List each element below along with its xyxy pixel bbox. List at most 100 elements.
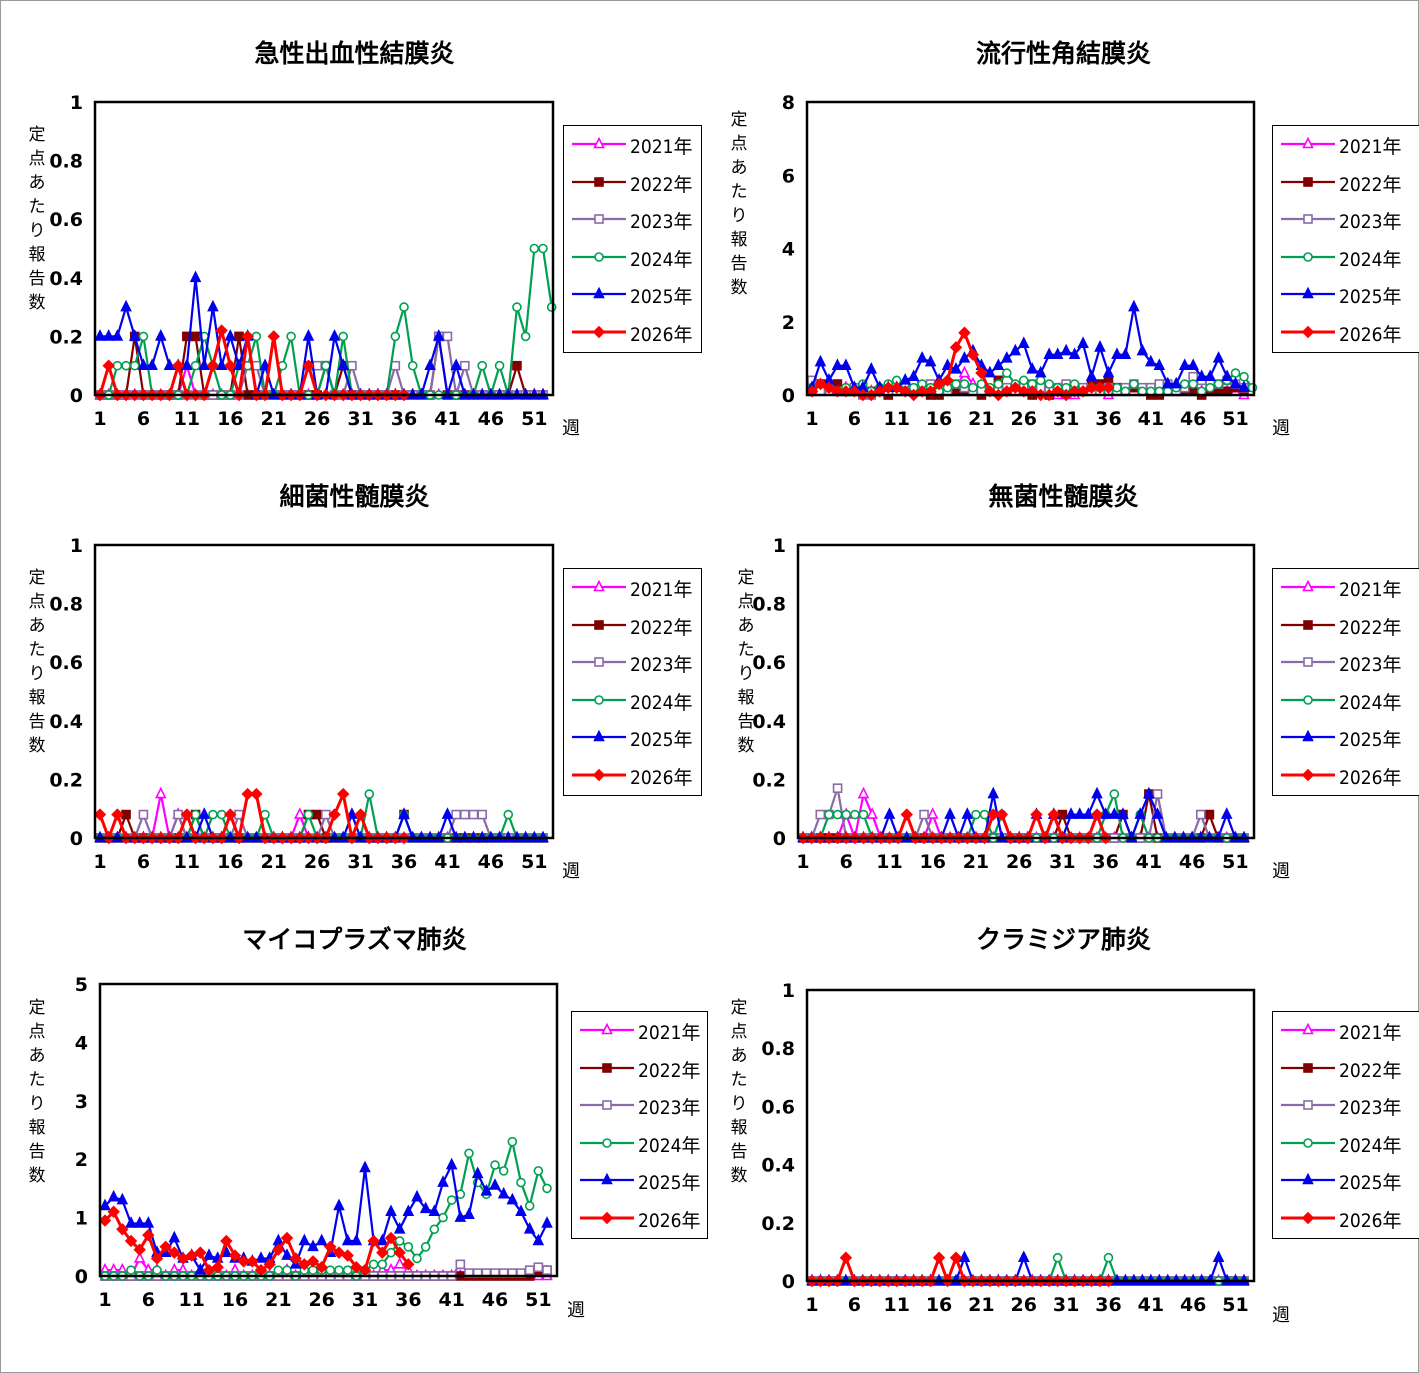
data-point — [224, 329, 237, 341]
y-axis-label: 定点あたり報告数 — [729, 108, 749, 300]
legend: 2021年 2022年 2023年 2024年 2025年 2026年 — [1272, 1011, 1419, 1239]
y-axis-label: 定点あたり報告数 — [27, 123, 47, 315]
legend-label: 2025年 — [630, 286, 693, 309]
x-tick-label: 36 — [395, 1289, 421, 1311]
data-point — [99, 1198, 111, 1211]
data-point — [438, 1212, 448, 1223]
legend-marker — [602, 1062, 612, 1073]
data-point — [107, 1205, 120, 1218]
legend-marker — [600, 1211, 614, 1225]
legend-item: 2025年 — [1273, 1162, 1419, 1200]
plot-area — [93, 543, 555, 840]
x-tick-label: 1 — [805, 408, 818, 430]
x-tick-label: 11 — [883, 1294, 909, 1316]
legend-label: 2022年 — [638, 1059, 701, 1082]
y-axis-label-char: た — [730, 1070, 748, 1090]
x-tick-label: 51 — [521, 408, 547, 430]
data-point — [958, 365, 971, 378]
legend-swatch — [580, 1211, 634, 1225]
data-point — [398, 807, 410, 819]
x-tick-label: 26 — [304, 851, 330, 873]
y-tick-label: 1 — [75, 1208, 88, 1230]
data-point — [1035, 375, 1046, 386]
legend-item: 2026年 — [564, 757, 701, 795]
data-point — [324, 1240, 337, 1254]
data-point — [924, 354, 937, 367]
data-point — [1161, 376, 1174, 389]
data-point — [987, 808, 1000, 821]
data-point — [477, 809, 487, 820]
legend-item: 2024年 — [1273, 239, 1419, 277]
legend-item: 2021年 — [1273, 126, 1419, 164]
data-point — [393, 1221, 406, 1234]
data-point — [1030, 808, 1043, 821]
legend-marker — [594, 694, 604, 705]
data-point — [341, 1233, 354, 1246]
x-tick-label: 11 — [883, 408, 909, 430]
data-point — [1060, 343, 1072, 356]
x-tick-label: 1 — [98, 1289, 111, 1311]
data-point — [916, 351, 928, 363]
data-point — [411, 1189, 423, 1202]
data-point — [337, 787, 350, 801]
x-tick-label: 1 — [93, 851, 106, 873]
data-point — [1213, 379, 1224, 389]
data-point — [523, 1221, 536, 1234]
legend: 2021年 2022年 2023年 2024年 2025年 2026年 — [563, 568, 702, 796]
data-point — [1204, 369, 1216, 381]
legend-label: 2024年 — [1339, 1134, 1402, 1157]
legend-item: 2024年 — [572, 1125, 707, 1163]
x-tick-label: 31 — [347, 408, 373, 430]
chart-panel-4: 無菌性髄膜炎定点あたり報告数 0 0.2 0.4 0.6 0.8 1 1 6 11 16 21 26 31… — [709, 443, 1419, 888]
data-point — [137, 358, 150, 371]
data-point — [403, 1241, 414, 1252]
legend-marker — [1302, 1022, 1314, 1035]
legend-swatch — [1281, 1022, 1335, 1035]
legend-item: 2021年 — [564, 126, 701, 164]
data-point — [376, 1246, 389, 1259]
data-point — [1239, 371, 1249, 382]
legend-swatch — [1281, 325, 1335, 339]
x-axis-unit: 週 — [562, 418, 580, 439]
legend-swatch — [572, 214, 626, 224]
legend-label: 2026年 — [638, 1210, 701, 1232]
x-tick-label: 26 — [304, 408, 330, 430]
y-axis-label-char: り — [28, 221, 46, 241]
data-point — [1170, 376, 1183, 389]
data-point — [393, 1257, 406, 1269]
y-axis-label-char: 告 — [28, 712, 46, 732]
chart-title: 流行性角結膜炎 — [975, 39, 1151, 68]
data-point — [107, 1189, 120, 1202]
x-tick-label: 16 — [926, 408, 952, 430]
x-tick-label: 6 — [142, 1289, 155, 1311]
data-point — [1094, 340, 1106, 352]
data-point — [220, 1234, 233, 1248]
legend-label: 2022年 — [1339, 616, 1402, 639]
x-tick-label: 36 — [1095, 1294, 1121, 1316]
data-point — [1179, 379, 1190, 389]
x-tick-label: 21 — [968, 1294, 994, 1316]
legend-marker — [594, 176, 604, 187]
y-axis-label-char: り — [28, 1094, 46, 1114]
data-point — [1099, 807, 1112, 819]
data-point — [987, 786, 1000, 799]
data-point — [959, 379, 970, 389]
data-point — [120, 299, 132, 312]
data-point — [1205, 382, 1215, 393]
data-point — [321, 360, 331, 371]
data-point — [1153, 358, 1166, 371]
x-tick-label: 51 — [1222, 1294, 1248, 1316]
legend-swatch — [580, 1173, 634, 1185]
legend-marker — [593, 287, 605, 299]
data-point — [255, 1251, 267, 1263]
y-tick-label: 0 — [70, 385, 83, 407]
legend-label: 2025年 — [638, 1172, 701, 1195]
data-point — [263, 1258, 276, 1271]
data-point — [1229, 376, 1242, 389]
y-axis-label: 定点あたり報告数 — [27, 996, 47, 1188]
data-point — [142, 1216, 155, 1228]
data-point — [272, 1243, 285, 1256]
y-tick-label: 0.8 — [752, 594, 786, 616]
data-point — [102, 359, 115, 372]
